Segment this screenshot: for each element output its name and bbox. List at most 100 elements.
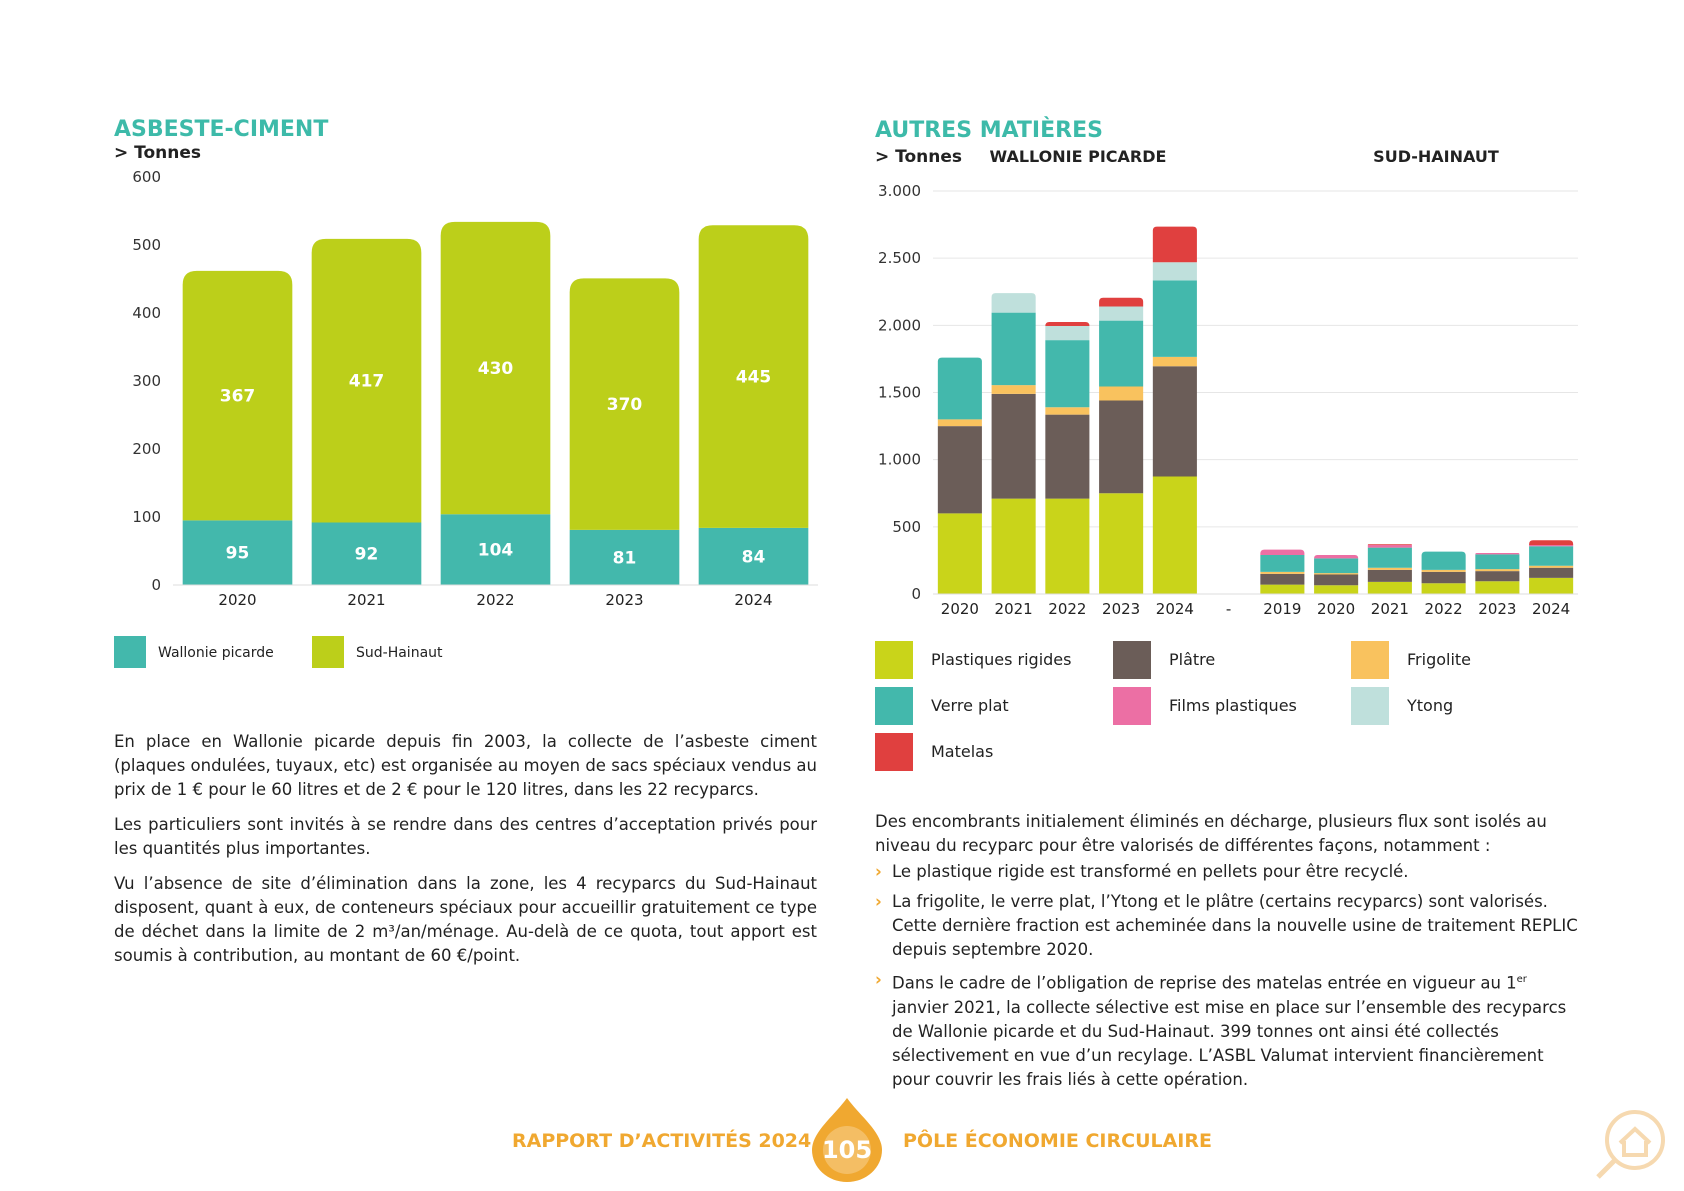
y-tick-label: 2.500 — [878, 249, 921, 267]
paragraph: Des encombrants initialement éliminés en… — [875, 812, 1547, 855]
y-tick-label: 400 — [132, 304, 161, 322]
x-tick-label: 2019 — [1263, 600, 1301, 618]
bar-segment — [1475, 581, 1520, 594]
bar-segment — [1045, 414, 1090, 499]
data-label: 81 — [613, 548, 637, 568]
bar-segment — [1099, 306, 1144, 321]
x-tick-label: 2024 — [734, 591, 772, 609]
bar-segment — [1152, 476, 1197, 594]
icon-house — [1618, 1126, 1652, 1157]
x-tick-label: 2023 — [1478, 600, 1516, 618]
chart-title: AUTRES MATIÈRES — [875, 117, 1103, 143]
x-tick-label: 2021 — [347, 591, 385, 609]
bar-segment — [1045, 340, 1090, 408]
legend-swatch — [875, 687, 913, 725]
data-label: 445 — [736, 368, 772, 388]
x-tick-label: 2020 — [1317, 600, 1355, 618]
data-label: 367 — [220, 387, 256, 407]
bar-segment — [1045, 498, 1090, 594]
legend-label: Plâtre — [1169, 650, 1215, 669]
bar-segment — [1314, 573, 1359, 575]
bar-segment — [182, 520, 293, 585]
bar-segment — [1367, 567, 1412, 570]
bar-segment — [311, 522, 422, 585]
bar-segment — [1367, 547, 1412, 568]
y-tick-label: 100 — [132, 508, 161, 526]
bar-segment — [1314, 555, 1359, 559]
y-tick-label: 300 — [132, 372, 161, 390]
y-tick-label: 0 — [151, 576, 161, 594]
bar-segment — [1367, 544, 1412, 545]
bar-segment — [1421, 571, 1466, 584]
y-tick-label: 0 — [911, 585, 921, 603]
bar-segment — [1260, 584, 1305, 594]
y-tick-label: 200 — [132, 440, 161, 458]
bar-segment — [569, 278, 680, 530]
bar-segment — [1045, 321, 1090, 327]
bar-segment — [1475, 553, 1520, 555]
bar-segment — [311, 238, 422, 523]
y-tick-label: 1.000 — [878, 451, 921, 469]
x-tick-label: 2023 — [605, 591, 643, 609]
bar-segment — [1529, 577, 1574, 594]
bar-segment — [569, 529, 680, 585]
right-text: Des encombrants initialement éliminés en… — [875, 810, 1578, 1098]
icon-handle — [1596, 1159, 1616, 1179]
legend-swatch — [114, 636, 146, 668]
data-label: 370 — [607, 395, 643, 415]
legend-swatch — [1113, 687, 1151, 725]
bar-segment — [1260, 555, 1305, 572]
left-text: En place en Wallonie picarde depuis fin … — [114, 730, 817, 979]
legend-label: Films plastiques — [1169, 696, 1297, 715]
bar-segment — [1421, 583, 1466, 594]
icon-ring — [1605, 1110, 1665, 1170]
text: janvier 2021, la collecte sélective est … — [892, 997, 1567, 1089]
drop-inner — [823, 1126, 871, 1174]
bar-segment — [1152, 356, 1197, 367]
bar-segment — [1099, 297, 1144, 307]
x-tick-label: 2022 — [1425, 600, 1463, 618]
bar-segment — [1099, 400, 1144, 494]
y-tick-label: 500 — [892, 518, 921, 536]
text: Le plastique rigide est transformé en pe… — [892, 862, 1409, 881]
bar-segment — [1099, 320, 1144, 387]
bar-segment — [1045, 407, 1090, 415]
bar-segment — [698, 527, 809, 585]
y-tick-label: 3.000 — [878, 182, 921, 200]
bar-segment — [991, 293, 1036, 313]
bar-segment — [1529, 567, 1574, 578]
bar-segment — [1260, 571, 1305, 574]
bar-segment — [440, 221, 551, 515]
bar-segment — [1367, 581, 1412, 594]
bar-segment — [1529, 544, 1574, 547]
data-label: 417 — [349, 372, 385, 392]
bar-segment — [991, 393, 1036, 499]
bar-segment — [937, 357, 982, 420]
data-label: 104 — [478, 541, 514, 561]
legend-swatch — [875, 641, 913, 679]
x-tick-label: 2022 — [1048, 600, 1086, 618]
legend-label: Matelas — [931, 742, 993, 761]
bar-segment — [1421, 569, 1466, 572]
legend-swatch — [1351, 687, 1389, 725]
bar-segment — [1475, 554, 1520, 570]
legend-label: Plastiques rigides — [931, 650, 1071, 669]
text: La frigolite, le verre plat, l’Ytong et … — [892, 892, 1578, 959]
bar-segment — [937, 419, 982, 427]
bar-segment — [1260, 573, 1305, 585]
x-tick-label: 2023 — [1102, 600, 1140, 618]
y-tick-label: 500 — [132, 236, 161, 254]
page-number: 105 — [822, 1136, 872, 1164]
drop — [812, 1098, 882, 1182]
bar-segment — [1045, 326, 1090, 341]
data-label: 92 — [355, 545, 379, 565]
bar-segment — [1099, 493, 1144, 594]
group-label: WALLONIE PICARDE — [990, 147, 1167, 166]
data-label: 95 — [226, 544, 250, 564]
bullet: Le plastique rigide est transformé en pe… — [875, 860, 1578, 884]
home-icon — [1596, 1110, 1665, 1179]
x-tick-label: 2020 — [218, 591, 256, 609]
bar-segment — [1314, 574, 1359, 586]
bar-segment — [1260, 549, 1305, 556]
